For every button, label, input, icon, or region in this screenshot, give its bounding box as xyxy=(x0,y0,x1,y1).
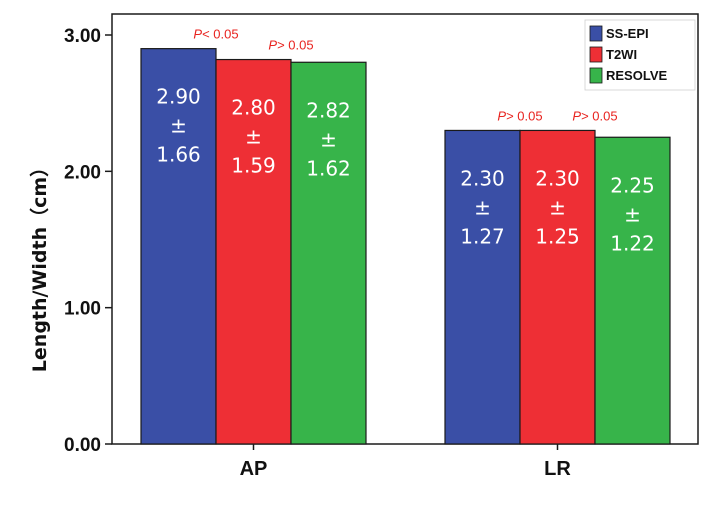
bar-value-label: 2.80 xyxy=(231,96,276,120)
y-tick-label: 0.00 xyxy=(64,435,101,456)
plot-frame xyxy=(111,13,699,445)
bar-value-label: 1.59 xyxy=(231,154,276,178)
bar-value-label: 2.30 xyxy=(535,166,580,190)
bar-value-label: 2.30 xyxy=(460,166,505,190)
bar-value-label: 1.22 xyxy=(610,231,655,255)
p-value-label: P> 0.05 xyxy=(268,38,313,53)
bar-value-label: ± xyxy=(549,195,566,219)
bar-labels: 2.90 ±1.66 2.80 ±1.59 2.82 ±1.62 AP 2.30 ±1.27 2.… xyxy=(156,85,655,480)
bar-ss-epi-lr xyxy=(444,129,521,445)
y-axis-title: Length/Width（cm） xyxy=(28,158,51,372)
y-axis: 0.00 1.00 2.00 3.00 xyxy=(64,26,112,456)
legend-label: SS-EPI xyxy=(606,26,649,41)
p-symbol: P xyxy=(268,38,277,53)
bar-value-label: ± xyxy=(320,127,337,151)
bar-t2wi-ap xyxy=(215,58,292,445)
x-category-label: AP xyxy=(240,458,268,480)
bar-value-label: 1.25 xyxy=(535,224,580,248)
legend-swatch xyxy=(589,46,603,63)
p-symbol: P xyxy=(193,27,202,42)
bar-value-label: 1.27 xyxy=(460,224,505,248)
bar-value-label: ± xyxy=(170,114,187,138)
p-value-label: P> 0.05 xyxy=(572,108,617,123)
bar-value-label: ± xyxy=(624,202,641,226)
bar-value-label: 1.62 xyxy=(306,156,351,180)
bar-resolve-ap xyxy=(290,61,367,445)
bar-value-label: 2.25 xyxy=(610,173,655,197)
legend-box xyxy=(584,19,696,91)
legend-swatch xyxy=(589,25,603,42)
p-value-annotations: P< 0.05P> 0.05P> 0.05 P> 0.05 xyxy=(193,27,617,124)
legend: SS-EPI T2WI RESOLVE xyxy=(584,19,696,91)
p-value-text: > 0.05 xyxy=(277,38,314,53)
y-tick-label: 3.00 xyxy=(64,26,101,47)
y-tick-label: 1.00 xyxy=(64,299,101,320)
bar-value-label: 1.66 xyxy=(156,143,201,167)
p-symbol: P xyxy=(497,108,506,123)
p-value-text: < 0.05 xyxy=(202,27,239,42)
bar-value-label: ± xyxy=(245,125,262,149)
p-value-text: > 0.05 xyxy=(506,108,543,123)
legend-label: RESOLVE xyxy=(606,68,667,83)
p-value-label: P> 0.05 xyxy=(497,108,542,123)
p-value-label: P< 0.05 xyxy=(193,27,238,42)
y-tick-label: 2.00 xyxy=(64,162,101,183)
bar-value-label: 2.90 xyxy=(156,85,201,109)
legend-label: T2WI xyxy=(606,47,637,62)
bar-value-label: 2.82 xyxy=(306,98,351,122)
bar-value-label: ± xyxy=(474,195,491,219)
p-value-text: > 0.05 xyxy=(581,108,618,123)
x-category-label: LR xyxy=(544,458,571,480)
legend-swatch xyxy=(589,67,603,84)
bar-ss-epi-ap xyxy=(140,48,217,445)
p-symbol: P xyxy=(572,108,581,123)
bar-resolve-lr xyxy=(594,136,671,445)
